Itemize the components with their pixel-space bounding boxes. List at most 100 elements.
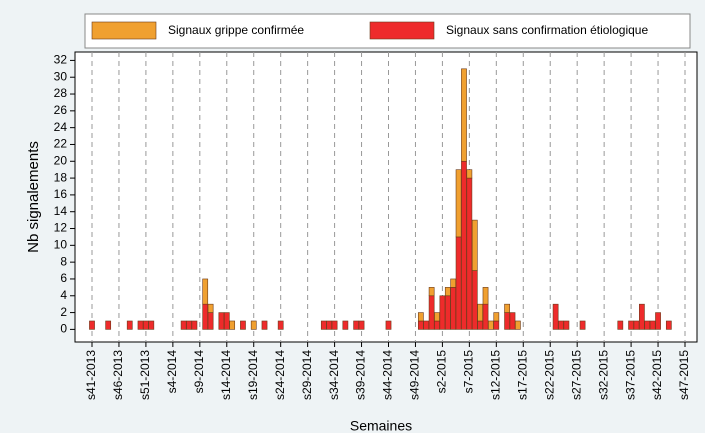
- bar-segment: [639, 303, 645, 330]
- y-tick-label: 32: [54, 53, 68, 67]
- bar-segment: [353, 320, 360, 330]
- y-tick-label: 14: [54, 204, 68, 218]
- bar-segment: [417, 320, 424, 330]
- bar-segment: [471, 270, 478, 330]
- bar-segment: [207, 303, 214, 313]
- x-tick-label: s51-2013: [138, 350, 152, 400]
- x-tick-label: s19-2014: [246, 350, 260, 400]
- y-tick-label: 0: [60, 322, 67, 336]
- bar-segment: [385, 320, 392, 330]
- bar-segment: [148, 320, 155, 330]
- y-tick-label: 12: [54, 221, 68, 235]
- x-tick-label: s7-2015: [462, 350, 476, 394]
- bar-segment: [331, 320, 338, 330]
- y-axis-label: Nb signalements: [25, 141, 42, 253]
- bar-segment: [477, 303, 484, 322]
- x-tick-label: s27-2015: [569, 350, 583, 400]
- bar-segment: [509, 312, 516, 330]
- bar-segment: [665, 320, 672, 330]
- bar-segment: [633, 320, 640, 330]
- x-tick-label: s49-2014: [408, 350, 422, 400]
- bar-segment: [461, 68, 467, 162]
- bar-segment: [504, 303, 510, 313]
- bar-segment: [423, 320, 430, 330]
- bar-segment: [202, 278, 209, 305]
- bar-segment: [450, 287, 457, 330]
- bar-segment: [180, 320, 187, 330]
- bar-segment: [191, 320, 198, 330]
- y-tick-label: 4: [60, 288, 67, 302]
- x-tick-label: s17-2015: [515, 350, 529, 400]
- x-tick-label: s4-2014: [165, 350, 179, 394]
- bar-segment: [477, 320, 484, 330]
- bar-segment: [493, 320, 500, 330]
- x-tick-label: s9-2014: [192, 350, 206, 394]
- bar-segment: [428, 295, 435, 330]
- bar-segment: [450, 278, 457, 288]
- bar-segment: [439, 295, 446, 330]
- bar-segment: [277, 320, 284, 330]
- bar-segment: [326, 320, 333, 330]
- bar-segment: [649, 320, 656, 330]
- bar-segment: [493, 312, 500, 322]
- x-tick-label: s14-2014: [219, 350, 233, 400]
- bar-segment: [143, 320, 149, 330]
- x-tick-label: s41-2013: [84, 350, 98, 400]
- bar-segment: [466, 169, 473, 179]
- x-tick-label: s29-2014: [300, 350, 314, 400]
- x-axis-label: Semaines: [350, 418, 412, 433]
- x-tick-label: s44-2014: [381, 350, 395, 400]
- bar-segment: [417, 312, 424, 322]
- x-tick-label: s46-2013: [111, 350, 125, 400]
- x-tick-label: s2-2015: [435, 350, 449, 394]
- y-tick-label: 22: [54, 137, 68, 151]
- bar-segment: [444, 287, 451, 297]
- x-tick-label: s39-2014: [354, 350, 368, 400]
- bar-segment: [223, 312, 230, 330]
- bar-segment: [655, 312, 661, 330]
- legend-label: Signaux sans confirmation étiologique: [446, 23, 648, 37]
- y-tick-label: 18: [54, 170, 68, 184]
- x-tick-label: s37-2015: [623, 350, 637, 400]
- bar-segment: [482, 303, 489, 330]
- legend-label: Signaux grippe confirmée: [168, 23, 304, 37]
- bar-segment: [434, 312, 440, 322]
- bar-segment: [434, 320, 440, 330]
- bar-segment: [455, 169, 462, 238]
- bar-segment: [428, 287, 435, 297]
- bar-segment: [644, 320, 651, 330]
- y-tick-label: 30: [54, 69, 68, 83]
- y-tick-label: 26: [54, 103, 68, 117]
- x-tick-label: s32-2015: [596, 350, 610, 400]
- bar-segment: [186, 320, 192, 330]
- bar-segment: [342, 320, 349, 330]
- bar-segment: [89, 320, 95, 330]
- bar-segment: [471, 219, 478, 271]
- bar-segment: [563, 320, 570, 330]
- y-tick-label: 16: [54, 187, 68, 201]
- y-tick-label: 28: [54, 86, 68, 100]
- bar-segment: [320, 320, 327, 330]
- bar-segment: [552, 303, 559, 330]
- x-tick-label: s47-2015: [677, 350, 691, 400]
- bar-segment: [466, 177, 473, 330]
- bar-segment: [218, 312, 225, 330]
- y-tick-label: 24: [54, 120, 68, 134]
- bar-segment: [261, 320, 268, 330]
- bar-segment: [202, 303, 209, 330]
- bar-segment: [207, 312, 214, 330]
- bar-segment: [488, 320, 494, 330]
- y-tick-label: 2: [60, 305, 67, 319]
- bar-segment: [504, 312, 510, 330]
- y-tick-label: 20: [54, 153, 68, 167]
- bar-segment: [229, 320, 236, 330]
- y-tick-label: 6: [60, 271, 67, 285]
- legend-swatch: [91, 21, 157, 40]
- bar-segment: [579, 320, 586, 330]
- bar-segment: [137, 320, 144, 330]
- bar-segment: [515, 320, 521, 330]
- bar-segment: [558, 320, 564, 330]
- y-tick-label: 10: [54, 238, 68, 252]
- bar-segment: [250, 320, 257, 330]
